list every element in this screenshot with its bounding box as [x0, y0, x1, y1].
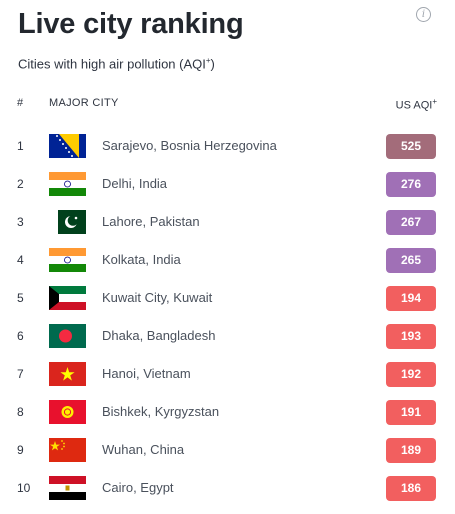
city-name[interactable]: Cairo, Egypt	[102, 480, 174, 495]
aqi-badge: 189	[386, 438, 436, 463]
china-flag-icon	[49, 438, 86, 462]
aqi-badge: 525	[386, 134, 436, 159]
aqi-badge: 267	[386, 210, 436, 235]
header-aqi: US AQI+	[395, 97, 437, 112]
page-title: Live city ranking	[18, 8, 244, 40]
rank-number: 8	[17, 405, 24, 419]
vietnam-flag-icon	[49, 362, 86, 386]
header-rank: #	[17, 97, 24, 109]
ranking-list: 1 Sarajevo, Bosnia Herzegovina 525 2 Del…	[0, 127, 455, 507]
rank-number: 5	[17, 291, 24, 305]
aqi-badge: 194	[386, 286, 436, 311]
rank-number: 4	[17, 253, 24, 267]
table-header: # MAJOR CITY US AQI+	[0, 97, 455, 113]
rank-number: 2	[17, 177, 24, 191]
rank-number: 1	[17, 139, 24, 153]
aqi-badge: 193	[386, 324, 436, 349]
table-row[interactable]: 6 Dhaka, Bangladesh 193	[0, 317, 455, 355]
aqi-badge: 265	[386, 248, 436, 273]
pakistan-flag-icon	[49, 210, 86, 234]
aqi-badge: 186	[386, 476, 436, 501]
city-name[interactable]: Kolkata, India	[102, 252, 181, 267]
table-row[interactable]: 2 Delhi, India 276	[0, 165, 455, 203]
aqi-badge: 192	[386, 362, 436, 387]
page-subtitle: Cities with high air pollution (AQI+)	[18, 56, 215, 72]
rank-number: 10	[17, 481, 31, 495]
table-row[interactable]: 8 Bishkek, Kyrgyzstan 191	[0, 393, 455, 431]
city-name[interactable]: Sarajevo, Bosnia Herzegovina	[102, 138, 277, 153]
kyrgyzstan-flag-icon	[49, 400, 86, 424]
kuwait-flag-icon	[49, 286, 86, 310]
table-row[interactable]: 1 Sarajevo, Bosnia Herzegovina 525	[0, 127, 455, 165]
rank-number: 3	[17, 215, 24, 229]
city-name[interactable]: Lahore, Pakistan	[102, 214, 200, 229]
rank-number: 9	[17, 443, 24, 457]
bosnia-flag-icon	[49, 134, 86, 158]
egypt-flag-icon	[49, 476, 86, 500]
aqi-badge: 191	[386, 400, 436, 425]
table-row[interactable]: 5 Kuwait City, Kuwait 194	[0, 279, 455, 317]
table-row[interactable]: 9 Wuhan, China 189	[0, 431, 455, 469]
city-name[interactable]: Dhaka, Bangladesh	[102, 328, 216, 343]
city-name[interactable]: Kuwait City, Kuwait	[102, 290, 213, 305]
india-flag-icon	[49, 248, 86, 272]
rank-number: 7	[17, 367, 24, 381]
table-row[interactable]: 3 Lahore, Pakistan 267	[0, 203, 455, 241]
header-city: MAJOR CITY	[49, 97, 119, 109]
city-name[interactable]: Wuhan, China	[102, 442, 185, 457]
city-name[interactable]: Delhi, India	[102, 176, 168, 191]
table-row[interactable]: 4 Kolkata, India 265	[0, 241, 455, 279]
city-name[interactable]: Hanoi, Vietnam	[102, 366, 191, 381]
india-flag-icon	[49, 172, 86, 196]
info-icon[interactable]: i	[416, 7, 431, 22]
table-row[interactable]: 7 Hanoi, Vietnam 192	[0, 355, 455, 393]
table-row[interactable]: 10 Cairo, Egypt 186	[0, 469, 455, 507]
rank-number: 6	[17, 329, 24, 343]
aqi-badge: 276	[386, 172, 436, 197]
city-name[interactable]: Bishkek, Kyrgyzstan	[102, 404, 220, 419]
bangladesh-flag-icon	[49, 324, 86, 348]
